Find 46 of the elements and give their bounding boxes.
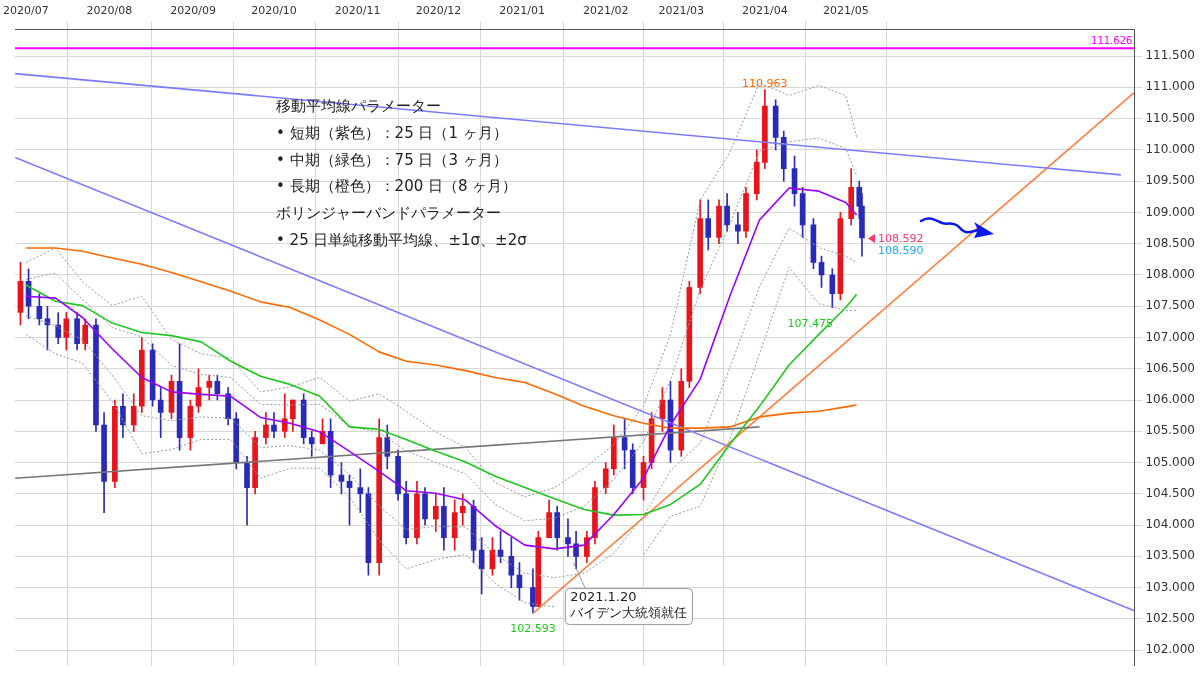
y-tick-label: 103.500 [1145,548,1195,563]
y-tick-label: 105.000 [1145,454,1195,469]
x-tick-label: 2020/12 [415,4,462,18]
y-tick-label: 106.000 [1145,392,1195,407]
y-tick-label: 111.500 [1145,48,1195,63]
y-tick-label: 108.000 [1145,267,1195,282]
y-tick-label: 108.500 [1145,235,1195,250]
y-tick-label: 111.000 [1145,79,1195,94]
candlestick [565,518,571,557]
y-tick-label: 102.500 [1145,611,1195,626]
annotation: 108.590 [877,243,924,257]
candlestick [357,468,364,513]
annotation: • 短期（紫色）：25 日（1 ヶ月） [276,123,508,142]
x-tick-label: 2020/08 [86,4,133,18]
y-tick-label: 102.000 [1145,642,1195,657]
candlestick [735,212,741,245]
y-tick-label: 104.000 [1145,517,1195,532]
y-tick-label: 104.500 [1145,485,1195,500]
x-tick-label: 2021/03 [658,4,705,18]
annotation: 2021.1.20 バイデン大統領就任 [569,589,688,621]
x-tick-label: 2021/01 [499,4,545,18]
x-tick-label: 2021/02 [582,4,629,18]
y-tick-label: 110.000 [1145,142,1195,157]
y-tick-label: 110.500 [1145,110,1195,125]
ref-line-label: 111.626 [1091,34,1133,46]
x-tick-label: 2020/09 [170,4,216,18]
y-tick-label: 109.000 [1145,204,1195,219]
annotation: 102.593 [510,621,556,635]
y-tick-label: 103.000 [1145,579,1195,594]
annotation: 107.475 [787,316,834,330]
annotation: • 25 日単純移動平均線、±1σ、±2σ [276,231,528,249]
annotation: ボリンジャーバンドパラメーター [276,204,501,223]
y-tick-label: 109.500 [1145,173,1195,188]
x-tick-label: 2021/04 [742,4,788,18]
annotation: • 中期（緑色）：75 日（3 ヶ月） [276,150,508,169]
x-tick-label: 2020/10 [251,4,297,18]
annotation: 108.592 [877,231,924,245]
annotation: 110.963 [742,76,788,90]
y-tick-label: 106.500 [1145,360,1195,375]
annotation: • 長期（橙色）：200 日（8 ヶ月） [276,177,518,196]
y-tick-label: 105.500 [1145,423,1195,438]
x-tick-label: 2021/05 [822,4,869,18]
x-tick-label: 2020/11 [334,4,381,18]
y-tick-label: 107.000 [1145,329,1195,344]
x-tick-label: 2020/07 [3,4,49,18]
y-tick-label: 107.500 [1145,298,1195,313]
